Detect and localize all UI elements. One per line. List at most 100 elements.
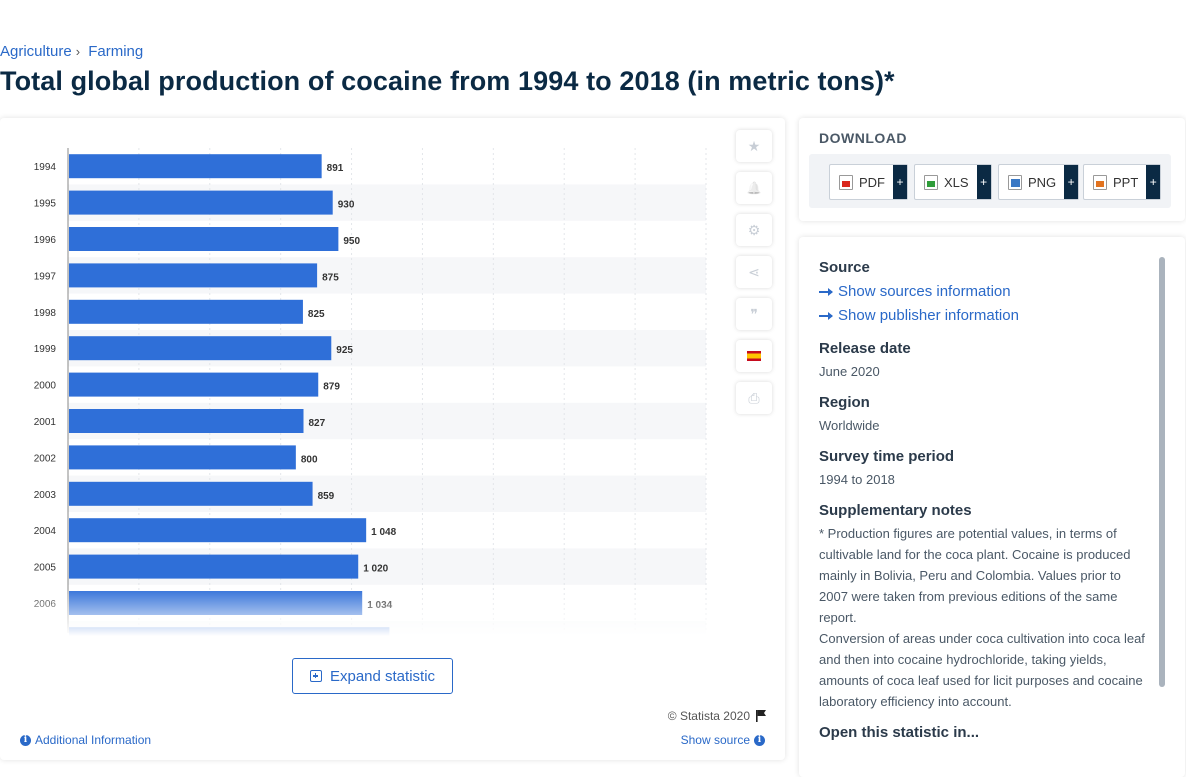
- data-label: 891: [327, 163, 344, 174]
- download-xls-plus[interactable]: +: [976, 165, 991, 199]
- flag-icon[interactable]: [756, 710, 767, 722]
- statistic-details-panel: Source Show sources information Show pub…: [799, 237, 1185, 777]
- gear-icon: ⚙: [747, 221, 761, 238]
- bar: [69, 518, 367, 543]
- details-scrollbar-thumb[interactable]: [1159, 257, 1165, 687]
- bar: [69, 154, 322, 179]
- y-tick-label: 1996: [34, 235, 57, 246]
- show-publisher-label: Show publisher information: [838, 307, 1019, 324]
- y-tick-label: 2000: [34, 381, 57, 392]
- chart-card: 1994 891 1995 930 1996 950 1997 875 1998 825 1999 9…: [0, 118, 785, 760]
- show-source-link[interactable]: Show source i: [681, 733, 765, 747]
- download-ppt-button[interactable]: PPT +: [1083, 164, 1162, 200]
- region-heading: Region: [819, 394, 870, 411]
- expand-icon: [309, 670, 322, 682]
- png-file-icon: [1008, 174, 1022, 190]
- survey-period-section: Survey time period 1994 to 2018: [819, 448, 1149, 490]
- download-xls-label: XLS: [944, 174, 969, 190]
- download-title: DOWNLOAD: [819, 130, 907, 146]
- expand-statistic-label: Expand statistic: [329, 667, 436, 685]
- language-button[interactable]: [736, 340, 772, 372]
- chart-fade-overlay: [0, 588, 720, 648]
- bar: [69, 263, 318, 288]
- release-date-section: Release date June 2020: [819, 340, 1149, 382]
- bar: [69, 445, 296, 470]
- ppt-file-icon: [1093, 174, 1107, 190]
- bar: [69, 299, 303, 324]
- download-png-plus[interactable]: +: [1064, 165, 1079, 199]
- download-ppt-plus[interactable]: +: [1146, 165, 1161, 199]
- open-in-section: Open this statistic in...: [819, 724, 1149, 741]
- show-source-label: Show source: [680, 733, 750, 747]
- details-scrollbar[interactable]: [1159, 257, 1165, 687]
- survey-period-heading: Survey time period: [819, 448, 955, 465]
- region-section: Region Worldwide: [819, 394, 1149, 436]
- flag-es-icon: [747, 351, 761, 361]
- print-icon: ⎙: [748, 389, 760, 406]
- download-pdf-button[interactable]: PDF +: [829, 164, 908, 200]
- y-tick-label: 2001: [34, 417, 57, 428]
- show-publisher-link[interactable]: Show publisher information: [819, 304, 1149, 328]
- data-label: 875: [322, 272, 339, 283]
- print-button[interactable]: ⎙: [736, 382, 772, 414]
- download-png-button[interactable]: PNG +: [998, 164, 1080, 200]
- info-icon: i: [754, 734, 765, 746]
- data-label: 930: [338, 200, 355, 211]
- bar: [69, 372, 319, 397]
- star-icon: ★: [747, 137, 761, 154]
- breadcrumb-agriculture[interactable]: Agriculture: [0, 43, 72, 60]
- statistic-details: Source Show sources information Show pub…: [819, 259, 1149, 753]
- copyright-text: © Statista 2020: [667, 709, 750, 723]
- breadcrumb-separator: ›: [75, 44, 81, 59]
- supplementary-notes-text-2: Conversion of areas under coca cultivati…: [819, 631, 1145, 709]
- y-tick-label: 2003: [34, 490, 57, 501]
- data-label: 1 020: [363, 564, 388, 575]
- y-tick-label: 2002: [34, 453, 57, 464]
- chart-toolbar: ★ 🔔 ⚙ ⋖ ❞ ⎙: [736, 130, 772, 424]
- download-png-label: PNG: [1028, 174, 1057, 190]
- settings-button[interactable]: ⚙: [736, 214, 772, 246]
- y-tick-label: 1999: [34, 344, 57, 355]
- arrow-right-icon: [819, 312, 833, 320]
- supplementary-notes-text-1: * Production figures are potential value…: [819, 526, 1131, 625]
- cite-button[interactable]: ❞: [736, 298, 772, 330]
- supplementary-notes-section: Supplementary notes * Production figures…: [819, 502, 1149, 712]
- page-title: Total global production of cocaine from …: [0, 66, 895, 96]
- data-label: 925: [336, 345, 353, 356]
- data-label: 859: [318, 491, 335, 502]
- download-xls-button[interactable]: XLS +: [914, 164, 992, 200]
- source-heading: Source: [819, 259, 870, 276]
- quote-icon: ❞: [750, 305, 758, 322]
- bar: [69, 481, 313, 506]
- open-in-heading: Open this statistic in...: [819, 724, 980, 741]
- bar: [69, 227, 339, 251]
- breadcrumb-farming[interactable]: Farming: [88, 43, 144, 60]
- download-pdf-plus[interactable]: +: [893, 165, 907, 199]
- download-buttons: PDF + XLS + PNG + PPT +: [809, 154, 1171, 208]
- bar: [69, 190, 333, 215]
- y-tick-label: 1998: [34, 308, 57, 319]
- show-sources-link[interactable]: Show sources information: [819, 280, 1149, 304]
- download-pdf-label: PDF: [859, 174, 885, 190]
- favorite-button[interactable]: ★: [736, 130, 772, 162]
- y-tick-label: 2004: [34, 526, 57, 537]
- share-button[interactable]: ⋖: [736, 256, 772, 288]
- region-value: Worldwide: [819, 418, 880, 433]
- breadcrumb: Agriculture › Farming: [0, 43, 143, 60]
- y-tick-label: 1997: [34, 271, 57, 282]
- source-section: Source Show sources information Show pub…: [819, 259, 1149, 328]
- notification-button[interactable]: 🔔: [736, 172, 772, 204]
- data-label: 950: [343, 236, 360, 247]
- download-panel: DOWNLOAD PDF + XLS + PNG + PPT +: [799, 118, 1185, 221]
- survey-period-value: 1994 to 2018: [819, 472, 895, 487]
- data-label: 825: [308, 309, 325, 320]
- info-icon: i: [20, 734, 31, 746]
- share-icon: ⋖: [748, 263, 760, 280]
- expand-statistic-button[interactable]: Expand statistic: [292, 658, 453, 694]
- y-tick-label: 1994: [34, 162, 57, 173]
- pdf-file-icon: [839, 174, 853, 190]
- show-sources-label: Show sources information: [838, 283, 1011, 300]
- additional-information-link[interactable]: i Additional Information: [20, 733, 151, 747]
- y-tick-label: 2005: [34, 563, 57, 574]
- data-label: 800: [301, 454, 318, 465]
